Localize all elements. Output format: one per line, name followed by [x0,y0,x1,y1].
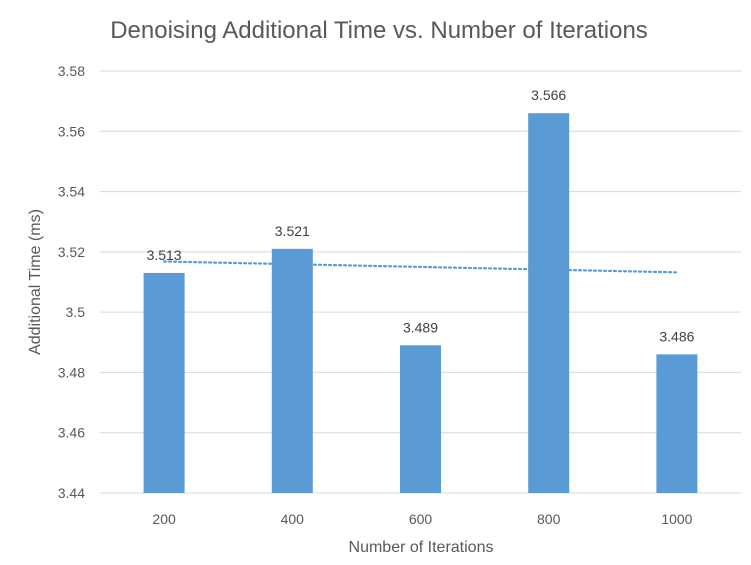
bar [143,272,185,493]
data-label: 3.521 [275,223,310,239]
x-axis-title: Number of Iterations [349,539,494,556]
y-tick-label: 3.44 [58,485,85,501]
trendline-line [163,260,679,274]
y-tick-label: 3.58 [58,63,85,79]
chart-title: Denoising Additional Time vs. Number of … [110,17,648,44]
y-tick-label: 3.56 [58,123,85,139]
y-tick-label: 3.5 [66,304,86,320]
y-tick-label: 3.54 [58,184,85,200]
y-tick-label: 3.52 [58,244,85,260]
bar [656,354,698,493]
x-tick-label: 800 [537,511,561,527]
y-tick-label: 3.46 [58,425,85,441]
x-tick-label: 1000 [661,511,692,527]
trendline [163,260,679,274]
data-label: 3.486 [659,328,694,344]
data-labels: 3.513 3.521 3.489 3.566 3.486 [147,87,695,344]
bar [271,248,313,493]
y-axis-title: Additional Time (ms) [27,209,44,355]
x-tick-label: 600 [409,511,433,527]
y-tick-label: 3.48 [58,364,85,380]
data-label: 3.513 [147,247,182,263]
x-axis-ticks: 200 400 600 800 1000 [152,511,692,527]
x-tick-label: 400 [281,511,305,527]
data-label: 3.566 [531,87,566,103]
x-tick-label: 200 [152,511,176,527]
bars [143,113,698,493]
y-axis-ticks: 3.44 3.46 3.48 3.5 3.52 3.54 3.56 3.58 [58,63,85,501]
bar [400,345,441,493]
bar [528,113,570,493]
data-label: 3.489 [403,319,438,335]
